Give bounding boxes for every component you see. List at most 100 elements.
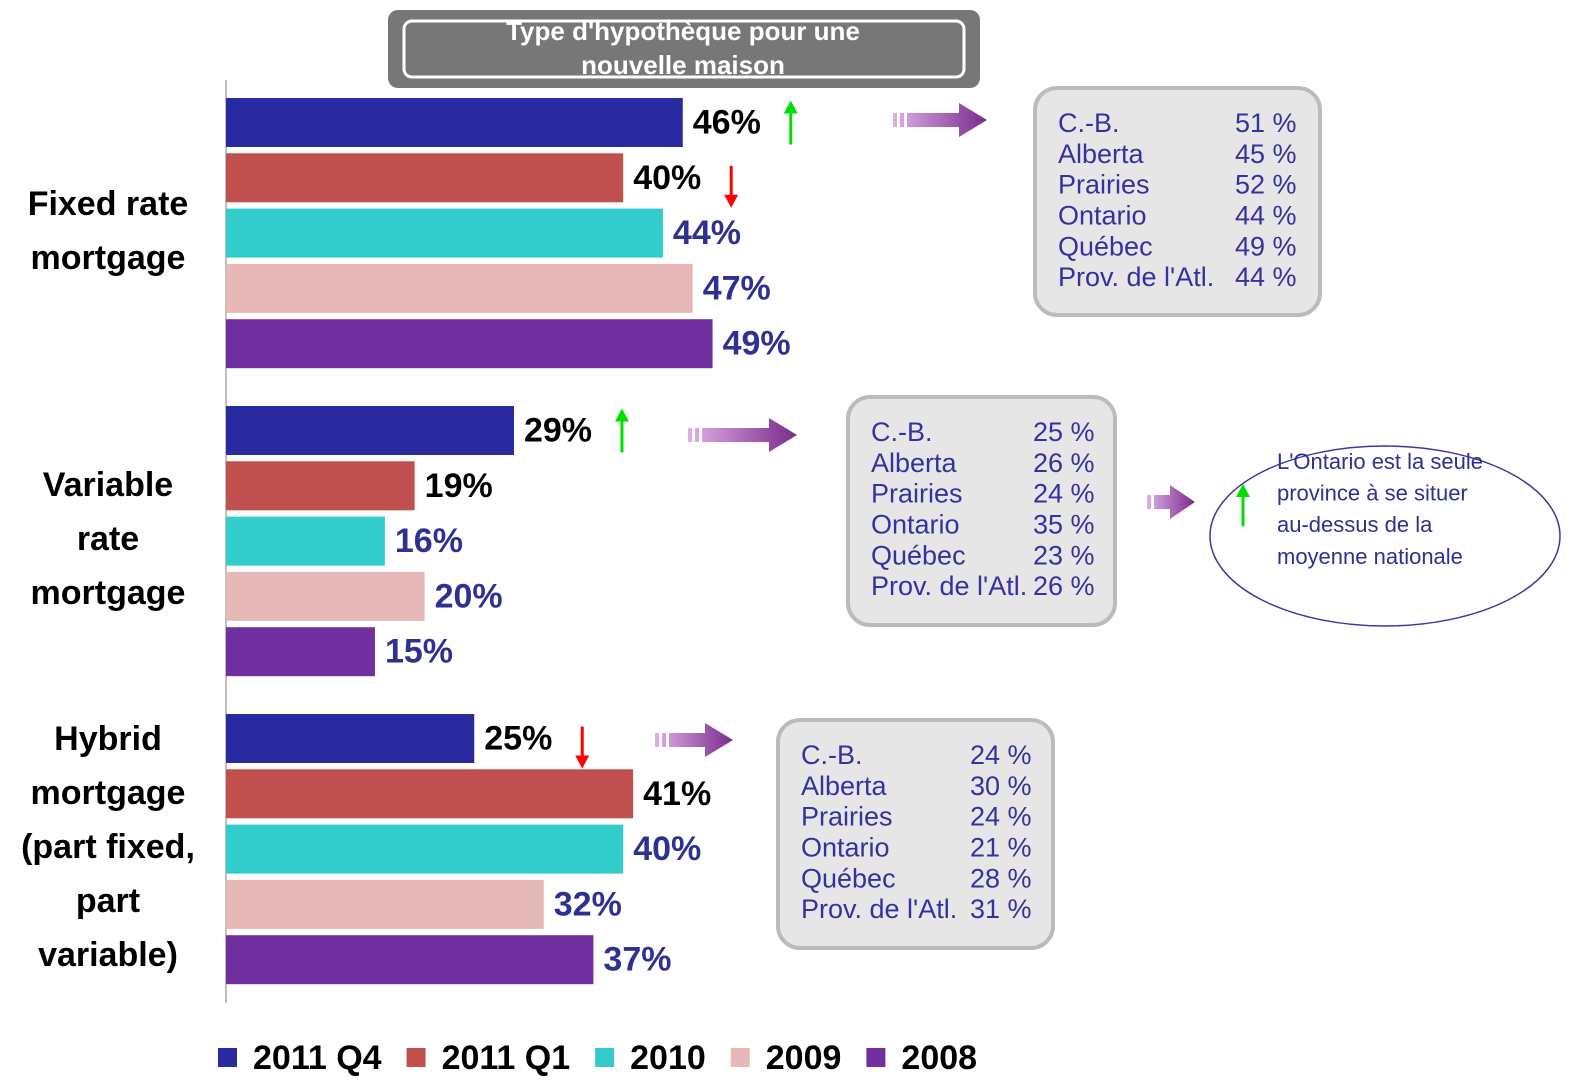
region-name: Alberta (1058, 139, 1145, 169)
category-label: (part fixed, (21, 828, 195, 866)
trend-arrow-head (614, 408, 629, 422)
title-frame (402, 19, 966, 79)
pointer-arrow (1147, 485, 1195, 519)
trend-arrow-head (783, 100, 798, 114)
region-value: 52 % (1235, 170, 1297, 200)
category-label: mortgage (31, 574, 186, 612)
value-label: 16% (395, 522, 463, 560)
bar (226, 153, 624, 203)
bar (226, 208, 663, 258)
region-value: 44 % (1235, 201, 1297, 231)
value-label: 44% (673, 214, 741, 252)
title-background (388, 10, 980, 88)
region-value: 21 % (970, 833, 1032, 863)
legend-label: 2011 Q4 (253, 1039, 382, 1077)
note-arrow (1236, 484, 1250, 526)
region-value: 45 % (1235, 139, 1297, 169)
region-value: 26 % (1033, 571, 1095, 601)
legend-swatch (406, 1048, 426, 1067)
trend-arrow (724, 165, 739, 208)
category-label: Variable (43, 466, 173, 504)
region-value: 49 % (1235, 231, 1297, 261)
value-label: 40% (633, 830, 701, 868)
legend-swatch (730, 1048, 750, 1067)
value-label: 20% (435, 577, 503, 615)
region-value: 28 % (970, 863, 1032, 893)
value-label: 46% (693, 103, 761, 141)
region-value: 30 % (970, 771, 1032, 801)
pointer-arrows (655, 103, 1195, 757)
legend-label: 2009 (766, 1039, 842, 1077)
region-value: 44 % (1235, 262, 1297, 292)
value-label: 15% (385, 633, 453, 671)
bar (226, 769, 634, 819)
region-value: 23 % (1033, 540, 1095, 570)
region-value: 24 % (970, 802, 1032, 832)
region-value: 24 % (970, 740, 1032, 770)
regional-box (846, 395, 1117, 627)
region-name: Prairies (1058, 170, 1150, 200)
region-name: Ontario (801, 833, 890, 863)
regional-box (776, 718, 1055, 950)
value-label: 25% (484, 719, 552, 757)
region-name: Prov. de l'Atl. (1058, 262, 1214, 292)
region-name: Ontario (1058, 201, 1147, 231)
bar (226, 935, 594, 985)
trend-arrow-head (575, 755, 590, 769)
trend-arrow (575, 726, 590, 769)
category-label: Fixed rate (28, 185, 189, 223)
bar (226, 98, 683, 147)
region-name: Prov. de l'Atl. (801, 894, 957, 924)
title-box: Type d'hypothèque pour une nouvelle mais… (388, 10, 980, 88)
value-label: 49% (723, 325, 791, 363)
legend-label: 2008 (901, 1039, 977, 1077)
category-label: variable) (38, 936, 178, 974)
pointer-arrow (893, 103, 987, 137)
region-value: 31 % (970, 894, 1032, 924)
region-name: Prov. de l'Atl. (871, 571, 1027, 601)
bar (226, 461, 415, 511)
note-text: province à se situer (1277, 481, 1468, 506)
bar (226, 627, 375, 677)
trend-arrow (614, 408, 629, 453)
region-name: Ontario (871, 510, 960, 540)
region-value: 51 % (1235, 108, 1297, 138)
bar (226, 571, 425, 621)
region-name: Alberta (871, 448, 958, 478)
region-value: 35 % (1033, 510, 1095, 540)
bar (226, 263, 693, 313)
pointer-arrow (688, 418, 797, 452)
note-text: moyenne nationale (1277, 544, 1463, 569)
value-label: 37% (603, 941, 671, 979)
region-value: 24 % (1033, 479, 1095, 509)
region-name: C.-B. (871, 417, 933, 447)
region-name: Québec (801, 863, 896, 893)
region-value: 25 % (1033, 417, 1095, 447)
note-ellipse (1209, 445, 1561, 627)
category-label: rate (77, 520, 139, 558)
region-name: Prairies (801, 802, 893, 832)
legend-swatch (866, 1048, 886, 1067)
bar (226, 879, 544, 929)
note-text: L'Ontario est la seule (1277, 449, 1483, 474)
value-label: 41% (643, 775, 711, 813)
trend-arrow-head (724, 194, 739, 208)
bar (226, 824, 624, 874)
legend-label: 2011 Q1 (442, 1039, 571, 1077)
note-text: au-dessus de la (1277, 512, 1433, 537)
chart-title: Type d'hypothèque pour une (506, 16, 860, 46)
bar (226, 406, 514, 455)
value-label: 29% (524, 411, 592, 449)
value-label: 32% (554, 885, 622, 923)
region-name: Québec (871, 540, 966, 570)
region-name: Prairies (871, 479, 963, 509)
category-label: mortgage (31, 774, 186, 812)
legend-label: 2010 (630, 1039, 706, 1077)
bar (226, 319, 713, 369)
bar (226, 516, 385, 566)
region-name: Alberta (801, 771, 888, 801)
region-name: Québec (1058, 231, 1153, 261)
category-label: part (76, 882, 140, 920)
regional-box (1033, 86, 1322, 317)
